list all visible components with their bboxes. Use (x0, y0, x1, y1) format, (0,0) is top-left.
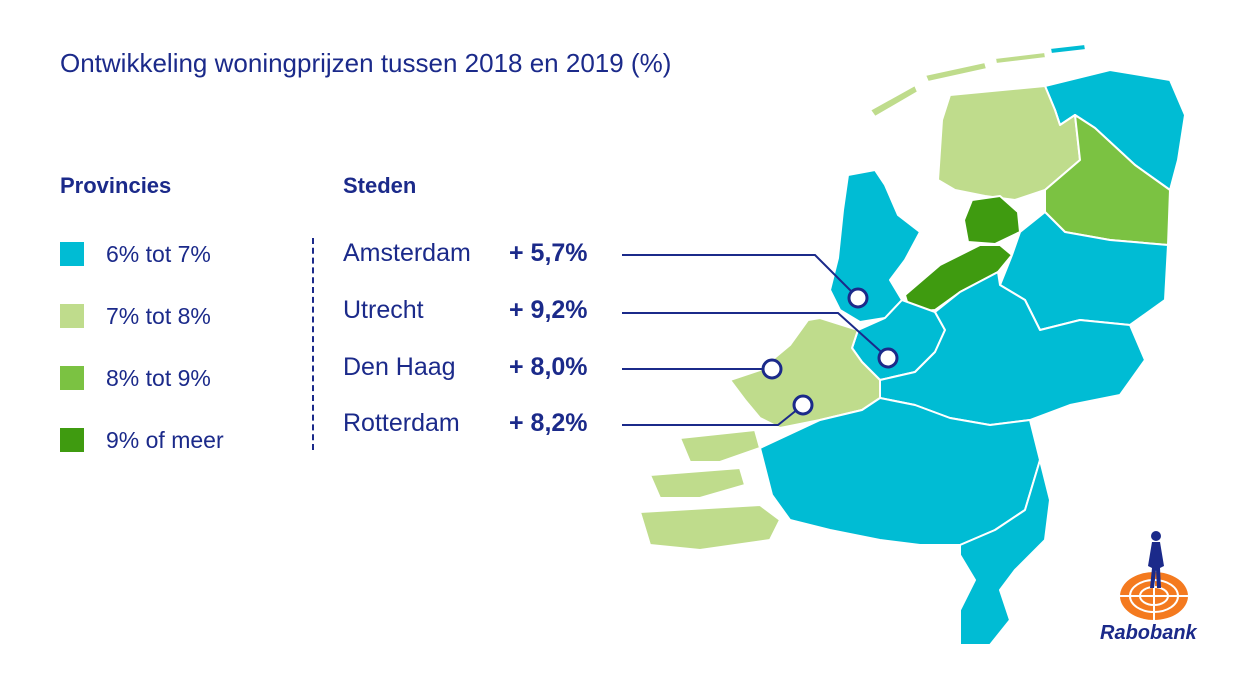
cities-heading: Steden (343, 173, 417, 198)
city-name: Utrecht (343, 296, 424, 324)
city-value: + 5,7% (509, 239, 588, 267)
utrecht-leader-line (622, 312, 889, 359)
province-flevoland-noordoostpolder (963, 195, 1021, 245)
den-haag-marker (761, 358, 783, 380)
page-title: Ontwikkeling woningprijzen tussen 2018 e… (60, 48, 672, 78)
legend-item: 8% tot 9% (60, 364, 211, 392)
legend-item: 6% tot 7% (60, 240, 211, 268)
legend-heading: Provincies (60, 173, 172, 198)
legend-label: 7% tot 8% (106, 302, 211, 329)
legend-swatch (60, 242, 84, 266)
brand-name: Rabobank (1100, 622, 1197, 644)
rotterdam-leader-line (622, 404, 804, 426)
province-zeeland (649, 467, 746, 499)
rotterdam-marker (792, 394, 814, 416)
city-name: Rotterdam (343, 409, 460, 437)
city-name: Den Haag (343, 353, 456, 381)
legend-label: 8% tot 9% (106, 364, 211, 391)
legend-swatch (60, 428, 84, 452)
city-value: + 8,0% (509, 353, 588, 381)
rabobank-logo (1120, 531, 1188, 620)
city-value: + 9,2% (509, 296, 588, 324)
province-zeeland (639, 504, 781, 551)
wadden-island (924, 61, 988, 83)
wadden-island (994, 51, 1047, 65)
province-gelderland (879, 271, 1146, 426)
dashed-divider (312, 238, 314, 450)
amsterdam-marker (847, 287, 869, 309)
legend-item: 7% tot 8% (60, 302, 211, 330)
wadden-island (1049, 43, 1087, 55)
city-value: + 8,2% (509, 409, 588, 437)
city-name: Amsterdam (343, 239, 471, 267)
legend-label: 6% tot 7% (106, 240, 211, 267)
province-zuid-holland (729, 317, 881, 429)
amsterdam-leader-line (622, 254, 859, 299)
legend-item: 9% of meer (60, 426, 224, 454)
province-zeeland (679, 429, 761, 463)
legend-swatch (60, 304, 84, 328)
province-limburg (959, 459, 1051, 646)
utrecht-marker (877, 347, 899, 369)
legend-label: 9% of meer (106, 426, 224, 453)
wadden-island (869, 84, 919, 118)
legend-swatch (60, 366, 84, 390)
